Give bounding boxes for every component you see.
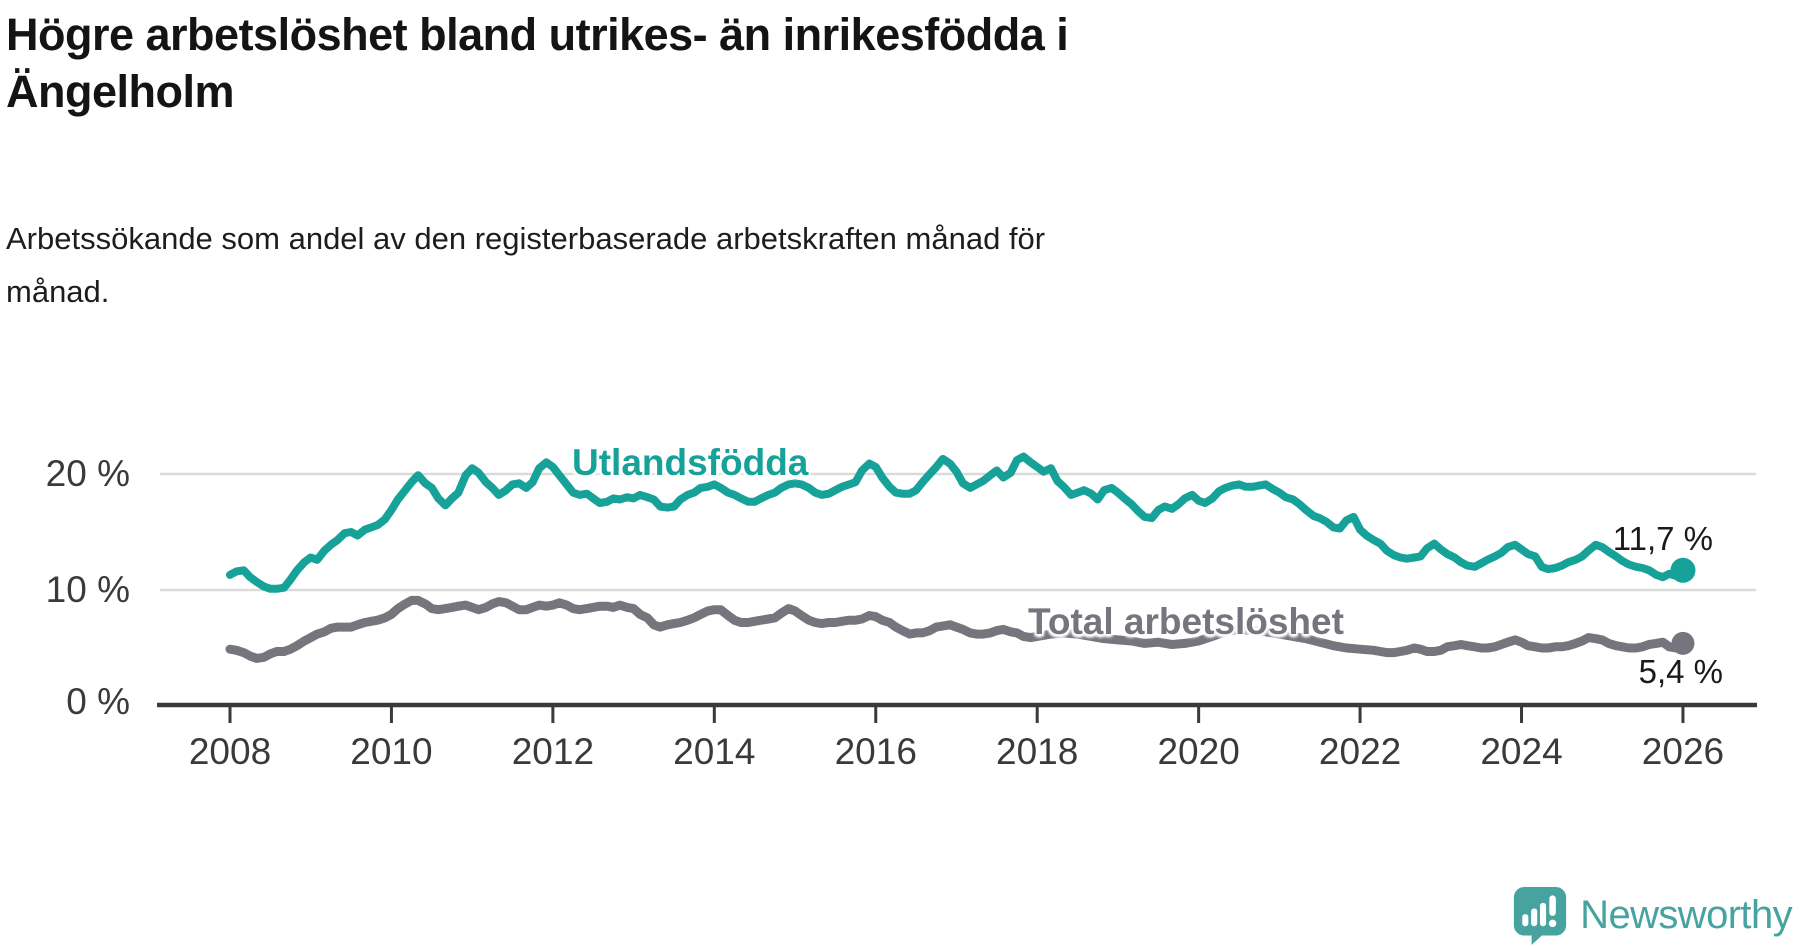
x-tick-label-2012: 2012 [511, 731, 595, 772]
end-value-label-total: 5,4 % [1638, 653, 1723, 690]
x-tick-label-2026: 2026 [1641, 731, 1725, 772]
brand-name: Newsworthy [1580, 893, 1792, 937]
y-tick-label-20: 20 % [45, 453, 130, 494]
newsworthy-brand: Newsworthy [1512, 884, 1793, 946]
end-dot-foreign-born [1670, 557, 1696, 583]
page-title: Högre arbetslöshet bland utrikes- än inr… [6, 6, 1426, 120]
x-tick-label-2008: 2008 [188, 731, 272, 772]
series-label-total: Total arbetslöshet [1028, 601, 1344, 642]
y-tick-label-10: 10 % [45, 569, 130, 610]
x-tick-label-2020: 2020 [1157, 731, 1240, 772]
speech-bubble-bar-chart-icon [1514, 887, 1567, 945]
x-tick-label-2014: 2014 [673, 731, 756, 772]
series-label-foreign-born: Utlandsfödda [572, 442, 809, 483]
series-line-foreign-born [226, 452, 1687, 593]
subtitle-line-1: Arbetssökande som andel av den registerb… [6, 221, 1046, 256]
title-line-2: Ängelholm [6, 66, 235, 117]
title-line-1: Högre arbetslöshet bland utrikes- än inr… [6, 9, 1069, 60]
end-dot-total [1671, 631, 1695, 655]
x-tick-label-2016: 2016 [834, 731, 917, 772]
x-tick-label-2018: 2018 [996, 731, 1079, 772]
x-tick-label-2024: 2024 [1480, 731, 1563, 772]
y-tick-label-0: 0 % [66, 681, 130, 722]
x-tick-label-2010: 2010 [350, 731, 433, 772]
series-line-total [225, 595, 1688, 663]
chart-subtitle: Arbetssökande som andel av den registerb… [6, 212, 1506, 318]
end-value-label-foreign-born: 11,7 % [1612, 520, 1713, 557]
subtitle-line-2: månad. [6, 274, 110, 309]
x-tick-label-2022: 2022 [1318, 731, 1402, 772]
